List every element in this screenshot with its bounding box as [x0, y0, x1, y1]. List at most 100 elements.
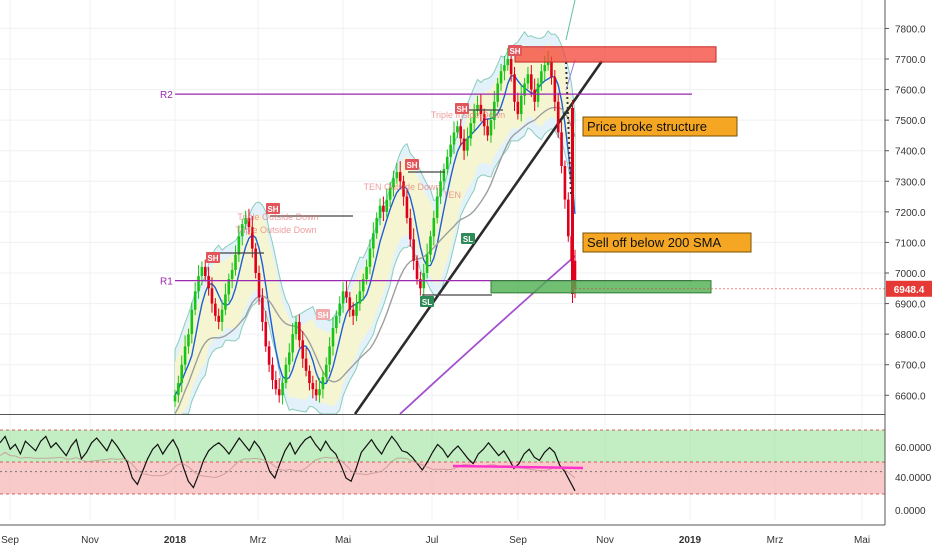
candle-body: [553, 77, 557, 102]
candle-body: [472, 110, 476, 124]
candle-body: [516, 101, 520, 115]
candle-body: [486, 126, 489, 136]
candle-body: [503, 65, 506, 72]
swing-high-label: SH: [406, 161, 417, 170]
candle-body: [281, 383, 284, 396]
candle-body: [304, 358, 308, 371]
candle-body: [190, 309, 194, 335]
candle-body: [442, 169, 446, 182]
candle-body: [566, 199, 570, 237]
candle-body: [395, 172, 399, 179]
candle-body: [546, 62, 550, 66]
candle-body: [499, 71, 503, 84]
candle-body: [368, 248, 372, 267]
candle-body: [506, 59, 510, 66]
candle-body: [361, 279, 365, 292]
x-tick-label: Sep: [1, 535, 19, 546]
candle-body: [382, 205, 385, 212]
candle-body: [240, 224, 244, 237]
candle-body: [341, 291, 345, 304]
candle-body: [294, 321, 298, 335]
candle-body: [402, 181, 405, 197]
swing-low-label: SL: [422, 298, 432, 307]
candle-body: [530, 74, 533, 90]
x-tick-label: 2018: [164, 535, 187, 546]
candle-body: [348, 297, 352, 310]
candle-body: [200, 266, 204, 277]
swing-high-label: SH: [456, 105, 467, 114]
candle-body: [254, 248, 257, 273]
annotation-text: Sell off below 200 SMA: [587, 235, 721, 250]
candle-body: [187, 334, 190, 347]
candle-body: [358, 291, 362, 304]
candle-body: [261, 297, 264, 322]
annotation-box: [582, 232, 752, 253]
last-price-label: 6948.4: [894, 285, 925, 296]
candle-body: [324, 364, 328, 377]
pattern-label: Triple Outside Down: [237, 212, 318, 222]
candle-body: [509, 59, 513, 75]
candle-body: [274, 380, 278, 390]
candle-body: [271, 364, 274, 380]
candle-body: [257, 273, 261, 298]
inner-band: [175, 43, 575, 414]
x-tick-label: Mai: [854, 535, 870, 546]
candle-body: [469, 123, 473, 139]
candle-body: [355, 303, 358, 316]
candle-body: [230, 269, 234, 280]
candle-body: [203, 266, 207, 277]
y-tick-label: 7800.0: [895, 24, 926, 35]
candle-body: [183, 346, 187, 365]
y-tick-label: 7700.0: [895, 55, 926, 66]
candle-body: [210, 288, 214, 304]
swing-high-marker: [266, 203, 280, 214]
level-label-r1: R1: [160, 277, 173, 288]
candle-body: [177, 383, 180, 396]
candle-body: [419, 279, 422, 289]
candle-body: [311, 383, 315, 390]
candle-body: [318, 389, 321, 396]
pattern-label: Triple Inside Down: [431, 110, 505, 120]
y-tick-label: 7300.0: [895, 177, 926, 188]
x-tick-label: Sep: [509, 535, 527, 546]
candle-body: [207, 276, 210, 289]
candle-body: [321, 376, 325, 390]
x-tick-label: 2019: [679, 535, 702, 546]
y-tick-label: 6900.0: [895, 300, 926, 311]
candle-body: [493, 101, 496, 121]
x-tick-label: Mai: [335, 535, 351, 546]
candle-body: [197, 276, 200, 292]
candle-body: [237, 236, 241, 255]
candle-body: [563, 166, 567, 200]
candle-body: [543, 65, 547, 72]
candle-body: [452, 132, 456, 145]
candle-body: [429, 236, 432, 255]
candle-body: [301, 340, 305, 359]
candle-body: [533, 89, 536, 102]
y-tick-label: 6600.0: [895, 391, 926, 402]
candle-body: [398, 172, 402, 182]
candle-body: [277, 389, 281, 396]
pattern-label: TEN: [443, 190, 461, 200]
candle-body: [351, 309, 355, 316]
swing-low-marker: [420, 296, 434, 307]
y-tick-label: 7600.0: [895, 86, 926, 97]
candle-body: [540, 71, 543, 84]
swing-low-marker: [461, 233, 475, 244]
candle-body: [415, 260, 419, 280]
candle-body: [519, 95, 523, 115]
y-tick-label: 7100.0: [895, 238, 926, 249]
swing-high-marker: [316, 309, 330, 320]
candle-body: [251, 227, 254, 249]
candle-body: [284, 364, 288, 384]
candle-body: [267, 346, 271, 365]
spike-line: [565, 59, 576, 91]
candle-body: [573, 260, 577, 289]
candle-body: [287, 352, 291, 365]
y-tick-label: 7000.0: [895, 269, 926, 280]
candle-body: [217, 315, 220, 322]
candle-body: [435, 196, 439, 218]
candle-body: [224, 294, 227, 310]
candle-body: [214, 303, 217, 316]
rsi-divergence-line: [452, 464, 584, 470]
